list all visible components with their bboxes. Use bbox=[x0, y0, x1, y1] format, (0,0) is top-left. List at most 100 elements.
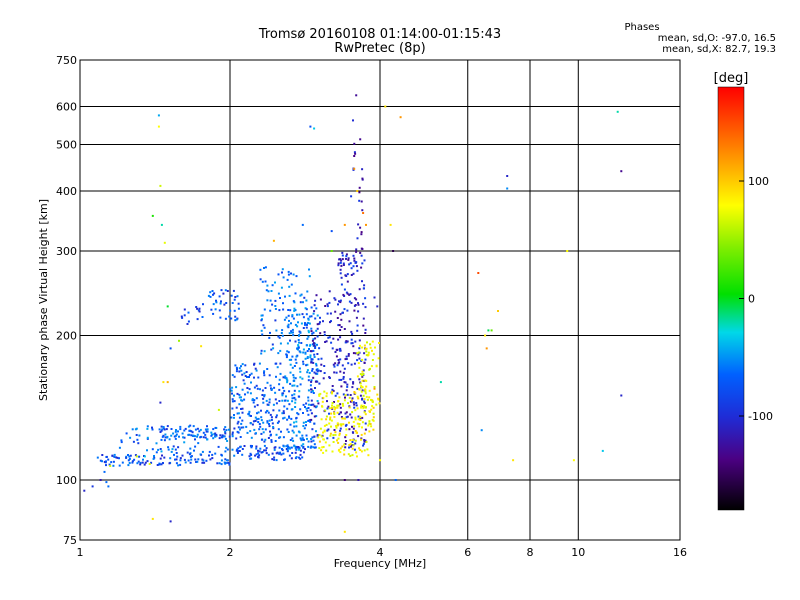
data-point bbox=[190, 458, 193, 461]
data-point bbox=[490, 329, 493, 332]
data-point bbox=[512, 459, 515, 462]
data-point bbox=[302, 301, 304, 304]
data-point bbox=[158, 463, 161, 466]
data-point bbox=[310, 360, 313, 363]
data-point bbox=[300, 293, 303, 296]
data-point bbox=[316, 327, 319, 330]
data-point bbox=[310, 388, 313, 391]
data-point bbox=[281, 399, 284, 402]
data-point bbox=[359, 394, 362, 397]
data-point bbox=[181, 454, 184, 457]
data-point bbox=[363, 284, 366, 287]
data-point bbox=[146, 449, 148, 452]
data-point bbox=[349, 262, 352, 265]
data-point bbox=[236, 295, 239, 298]
data-point bbox=[241, 373, 244, 376]
data-point bbox=[206, 428, 209, 431]
data-point bbox=[362, 212, 365, 214]
data-point bbox=[295, 420, 298, 423]
data-point bbox=[301, 456, 304, 459]
data-point bbox=[335, 355, 338, 358]
data-point bbox=[133, 458, 136, 461]
data-point bbox=[358, 366, 361, 369]
data-point bbox=[294, 340, 297, 343]
data-point bbox=[255, 397, 258, 400]
data-point bbox=[331, 390, 334, 393]
data-point bbox=[320, 435, 323, 438]
data-point bbox=[316, 370, 319, 373]
data-point bbox=[127, 459, 130, 462]
data-point bbox=[178, 339, 180, 342]
data-point bbox=[275, 329, 278, 332]
data-point bbox=[305, 344, 308, 347]
data-point bbox=[353, 309, 356, 312]
data-point bbox=[146, 437, 149, 440]
data-point bbox=[220, 436, 223, 439]
data-point bbox=[189, 424, 192, 427]
data-point bbox=[368, 396, 371, 399]
data-point bbox=[365, 385, 368, 388]
data-point bbox=[215, 299, 217, 302]
data-point bbox=[168, 438, 171, 441]
data-point bbox=[157, 114, 160, 117]
data-point bbox=[282, 376, 285, 379]
data-point bbox=[113, 456, 116, 458]
data-point bbox=[306, 371, 309, 374]
data-point bbox=[279, 342, 282, 345]
data-point bbox=[166, 381, 169, 384]
data-point bbox=[363, 352, 366, 355]
data-point bbox=[287, 273, 290, 276]
data-point bbox=[288, 416, 291, 419]
data-point bbox=[342, 423, 345, 426]
data-point bbox=[224, 317, 227, 320]
data-point bbox=[239, 445, 242, 448]
data-point bbox=[314, 380, 317, 383]
data-point bbox=[328, 407, 331, 410]
chart-subtitle: RwPretec (8p) bbox=[334, 41, 426, 56]
data-point bbox=[323, 365, 326, 367]
data-point bbox=[347, 453, 350, 456]
data-point bbox=[218, 309, 221, 312]
data-point bbox=[307, 331, 310, 334]
data-point bbox=[215, 301, 218, 304]
data-point bbox=[358, 199, 361, 202]
data-point bbox=[101, 460, 103, 463]
data-point bbox=[172, 445, 175, 448]
data-point bbox=[290, 331, 293, 334]
data-point bbox=[302, 316, 305, 319]
data-point bbox=[331, 404, 333, 407]
data-point bbox=[373, 386, 376, 388]
data-point bbox=[304, 322, 306, 325]
data-point bbox=[286, 428, 289, 431]
data-point bbox=[291, 394, 294, 397]
data-point bbox=[268, 401, 271, 404]
data-point bbox=[235, 366, 238, 369]
data-point bbox=[302, 412, 304, 414]
data-point bbox=[313, 127, 316, 130]
data-point bbox=[365, 223, 367, 226]
data-point bbox=[146, 460, 149, 463]
data-point bbox=[369, 423, 372, 425]
data-point bbox=[150, 461, 153, 464]
data-point bbox=[235, 437, 238, 440]
data-point bbox=[266, 409, 269, 412]
data-point bbox=[346, 383, 349, 386]
data-point bbox=[340, 424, 343, 427]
data-point bbox=[253, 363, 255, 366]
data-point bbox=[233, 454, 236, 457]
data-point bbox=[363, 410, 366, 413]
data-point bbox=[205, 430, 208, 433]
data-point bbox=[359, 417, 362, 420]
data-point bbox=[371, 340, 374, 343]
data-point bbox=[356, 237, 359, 240]
data-point bbox=[274, 391, 277, 394]
data-point bbox=[296, 412, 299, 415]
data-point bbox=[348, 300, 351, 303]
data-point bbox=[225, 446, 228, 449]
data-point bbox=[354, 416, 357, 419]
data-point bbox=[310, 412, 313, 415]
data-point bbox=[304, 357, 307, 360]
data-point bbox=[356, 395, 359, 398]
data-point bbox=[341, 417, 344, 420]
data-point bbox=[340, 385, 343, 388]
